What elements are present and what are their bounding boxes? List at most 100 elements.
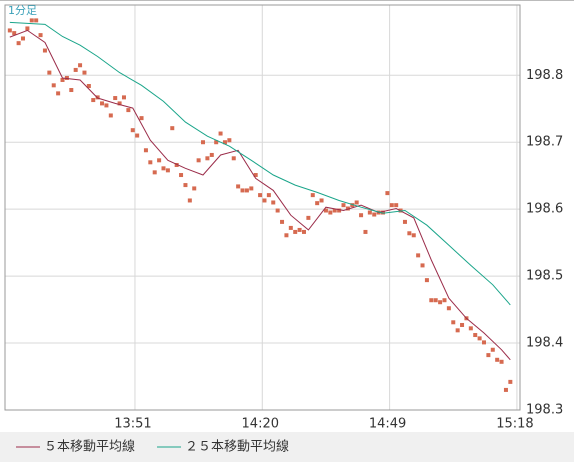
price-point xyxy=(174,162,179,167)
price-point xyxy=(139,116,144,121)
price-point xyxy=(148,160,153,165)
price-point xyxy=(288,225,293,230)
price-point xyxy=(280,219,285,224)
chart-title: 1分足 xyxy=(8,4,37,17)
price-point xyxy=(394,203,399,208)
price-point xyxy=(126,108,131,113)
legend-background xyxy=(0,432,574,462)
price-point xyxy=(42,48,47,53)
price-point xyxy=(293,229,298,234)
price-point xyxy=(135,133,140,138)
price-point xyxy=(262,198,267,203)
price-point xyxy=(143,148,148,153)
price-point xyxy=(214,140,219,145)
price-point xyxy=(236,184,241,189)
x-tick-label: 14:20 xyxy=(242,417,279,432)
y-tick-label: 198.3 xyxy=(526,403,563,418)
price-point xyxy=(152,170,157,175)
price-point xyxy=(7,28,12,33)
price-point xyxy=(258,193,263,198)
price-point xyxy=(60,77,65,82)
price-point xyxy=(301,229,306,234)
price-point xyxy=(130,128,135,133)
price-point xyxy=(411,233,416,238)
price-point xyxy=(420,263,425,268)
x-tick-label: 14:49 xyxy=(369,417,406,432)
price-point xyxy=(446,306,451,311)
price-point xyxy=(495,357,500,362)
price-point xyxy=(389,203,394,208)
price-point xyxy=(21,36,26,41)
moving-average-line xyxy=(9,29,511,361)
price-point xyxy=(192,186,197,191)
y-tick-label: 198.7 xyxy=(526,135,563,150)
price-point xyxy=(113,96,118,101)
price-point xyxy=(231,156,236,161)
price-point xyxy=(91,98,96,103)
price-point xyxy=(363,229,368,234)
y-tick-label: 198.4 xyxy=(526,336,563,351)
legend-label: ２５本移動平均線 xyxy=(185,439,289,455)
price-point xyxy=(508,379,513,384)
price-point xyxy=(451,320,456,325)
price-point xyxy=(104,103,109,108)
y-tick-label: 198.6 xyxy=(526,202,563,217)
price-point xyxy=(121,95,126,100)
price-point xyxy=(201,140,206,145)
price-point xyxy=(297,227,302,232)
price-point xyxy=(385,191,390,196)
price-point xyxy=(337,208,342,213)
y-tick-label: 198.5 xyxy=(526,269,563,284)
price-point xyxy=(372,212,377,217)
price-point xyxy=(240,188,245,193)
price-point xyxy=(183,183,188,188)
price-point xyxy=(350,203,355,208)
plot-frame xyxy=(4,4,521,411)
price-point xyxy=(179,173,184,178)
price-point xyxy=(359,213,364,218)
price-point xyxy=(161,166,166,171)
price-point xyxy=(341,203,346,208)
price-point xyxy=(209,152,214,157)
price-point xyxy=(38,33,43,38)
price-point xyxy=(170,126,175,131)
price-point xyxy=(73,67,78,72)
price-point xyxy=(429,298,434,303)
price-point xyxy=(381,210,386,215)
moving-average-line xyxy=(9,21,511,306)
price-point xyxy=(78,63,83,68)
price-point xyxy=(442,298,447,303)
price-point xyxy=(402,219,407,224)
price-point xyxy=(332,208,337,213)
price-point xyxy=(460,322,465,327)
price-point xyxy=(29,18,34,23)
price-point xyxy=(82,70,87,75)
price-point xyxy=(424,278,429,283)
price-point xyxy=(253,173,258,178)
price-point xyxy=(165,168,170,173)
price-point xyxy=(499,359,504,364)
price-point xyxy=(100,101,105,106)
price-point xyxy=(354,200,359,205)
price-point xyxy=(12,31,17,36)
price-point xyxy=(306,215,311,220)
price-point xyxy=(275,208,280,213)
price-point xyxy=(490,347,495,352)
price-point xyxy=(477,336,482,341)
price-point xyxy=(249,186,254,191)
price-point xyxy=(310,193,315,198)
price-point xyxy=(196,158,201,163)
y-tick-label: 198.8 xyxy=(526,68,563,83)
x-tick-label: 15:18 xyxy=(496,417,533,432)
price-point xyxy=(64,75,69,80)
price-point xyxy=(473,333,478,338)
price-point xyxy=(481,340,486,345)
x-tick-label: 13:51 xyxy=(114,417,151,432)
price-point xyxy=(468,326,473,331)
price-point xyxy=(271,200,276,205)
price-point xyxy=(266,193,271,198)
price-point xyxy=(47,70,52,75)
price-point xyxy=(222,140,227,145)
